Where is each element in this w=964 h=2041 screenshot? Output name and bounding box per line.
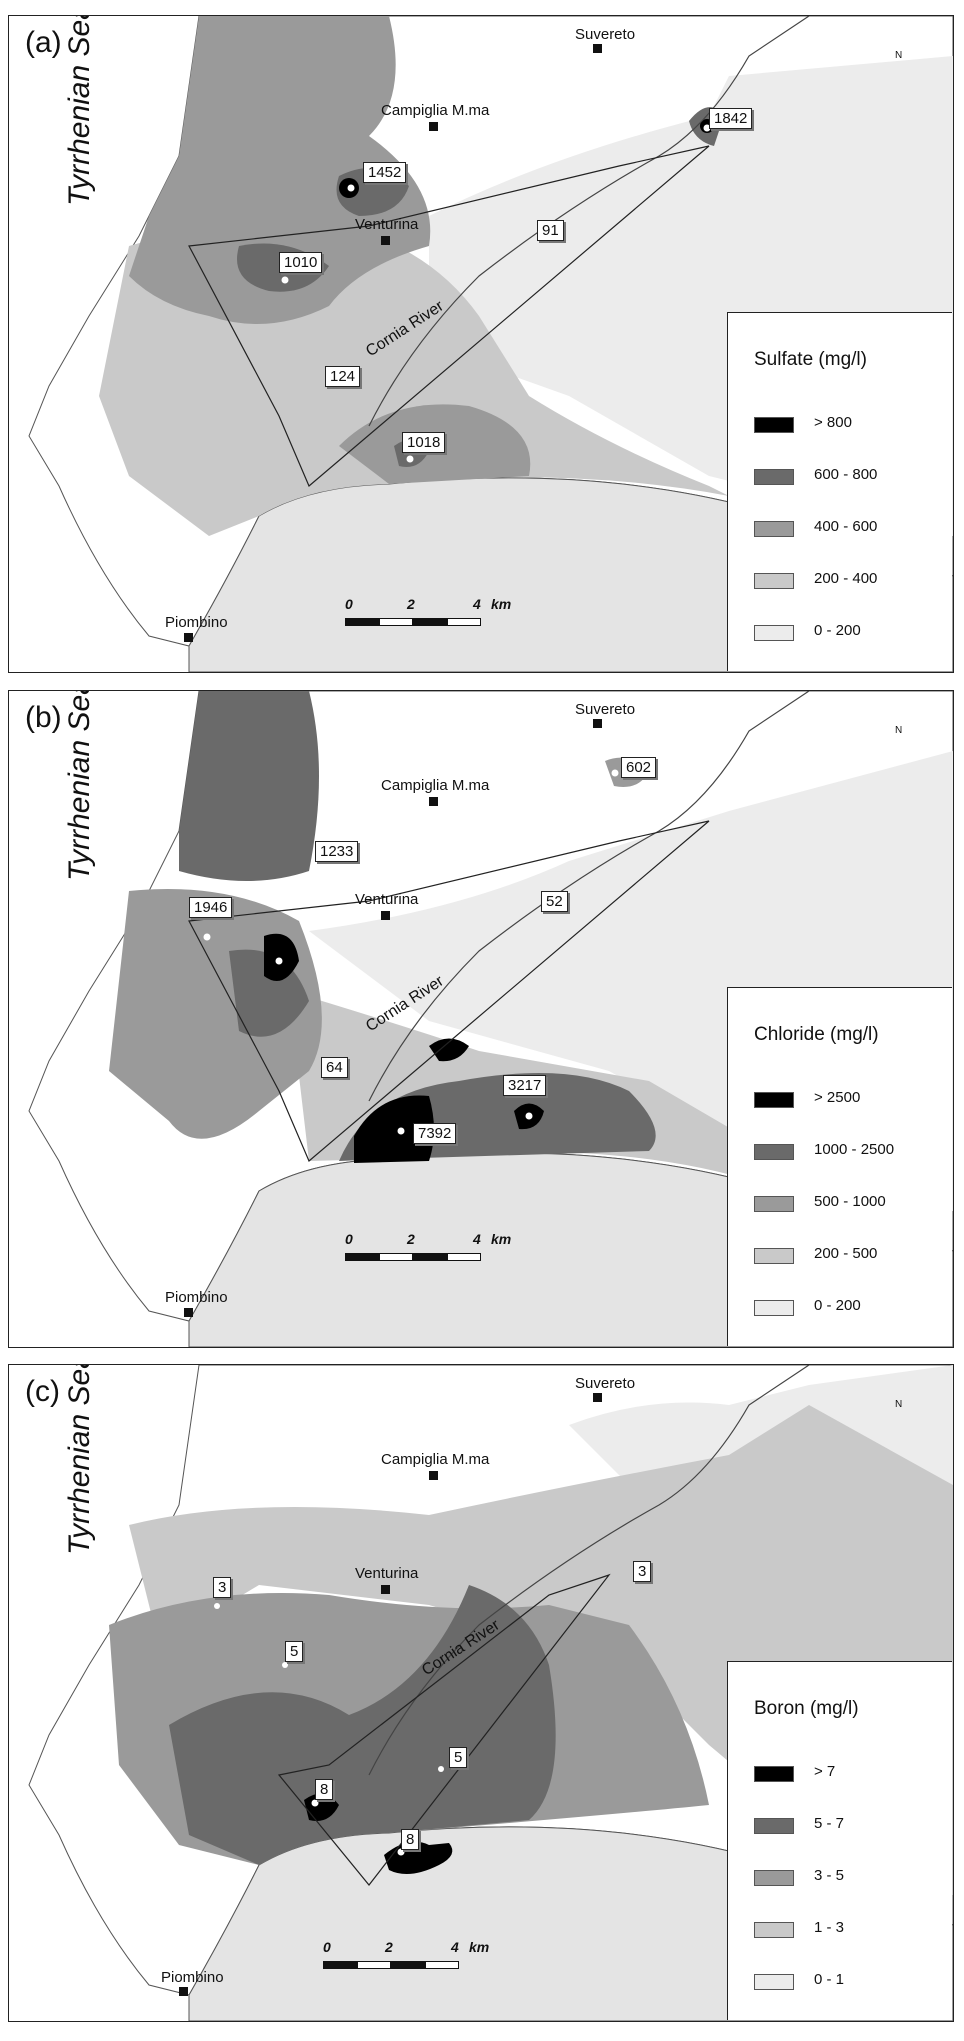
legend-sulfate: Sulfate (mg/l) > 800 600 - 800 400 - 600…	[727, 312, 952, 671]
value-label: 602	[621, 757, 657, 778]
town-label-campiglia: Campiglia M.ma	[381, 1451, 490, 1468]
legend-title: Chloride (mg/l)	[754, 1024, 879, 1045]
north-arrow-icon: N	[895, 50, 903, 61]
value-label: 5	[449, 1747, 468, 1768]
north-arrow-icon: N	[895, 725, 903, 736]
value-label: 52	[541, 891, 568, 912]
town-marker	[381, 236, 390, 245]
legend-title: Sulfate (mg/l)	[754, 349, 867, 370]
value-label: 1452	[363, 162, 407, 183]
town-marker	[593, 1393, 602, 1402]
zone-over-2500-b	[354, 1095, 434, 1163]
town-label-venturina: Venturina	[355, 216, 419, 233]
legend-title: Boron (mg/l)	[754, 1698, 859, 1719]
sulfate-map-graphic	[28, 16, 953, 672]
scale-bar: 0 2 4 km	[345, 1231, 511, 1271]
sea-label: Tyrrhenian Sea	[63, 690, 96, 881]
map-panel-boron: (c) Tyrrhenian Sea Suvereto Campiglia M.…	[8, 1364, 954, 2022]
legend-chloride: Chloride (mg/l) > 2500 1000 - 2500 500 -…	[727, 987, 952, 1346]
town-label-piombino: Piombino	[165, 1289, 228, 1306]
value-label: 5	[285, 1641, 304, 1662]
town-label-campiglia: Campiglia M.ma	[381, 777, 490, 794]
sea-label: Tyrrhenian Sea	[63, 15, 96, 206]
town-label-suvereto: Suvereto	[575, 701, 636, 718]
town-marker	[381, 911, 390, 920]
zone-over-2500-d	[429, 1038, 469, 1062]
value-label: 3217	[503, 1075, 547, 1096]
town-label-suvereto: Suvereto	[575, 26, 636, 43]
value-label: 1946	[189, 897, 233, 918]
town-marker	[593, 719, 602, 728]
north-arrow-icon: N	[895, 1399, 903, 1410]
scale-bar: 0 2 4 km	[345, 596, 511, 636]
zone-1000-2500	[179, 691, 319, 881]
value-label: 1018	[402, 432, 446, 453]
value-label: 64	[321, 1057, 348, 1078]
panel-label: (b)	[25, 701, 62, 734]
town-marker	[381, 1585, 390, 1594]
value-label: 3	[633, 1561, 652, 1582]
town-label-piombino: Piombino	[165, 614, 228, 631]
value-label: 91	[537, 220, 564, 241]
town-marker	[184, 1308, 193, 1317]
town-marker	[429, 797, 438, 806]
value-label: 1842	[709, 108, 753, 129]
scale-bar: 0 2 4 km	[323, 1939, 489, 1979]
panel-label: (c)	[25, 1375, 60, 1408]
zone-400-600	[129, 16, 431, 324]
map-panel-sulfate: (a) Tyrrhenian Sea Suvereto Campiglia M.…	[8, 15, 954, 673]
town-label-venturina: Venturina	[355, 1565, 419, 1582]
value-label: 1233	[315, 841, 359, 862]
value-label: 1010	[279, 252, 323, 273]
cornia-river	[368, 691, 810, 1102]
town-marker	[179, 1987, 188, 1996]
zone-5-7	[169, 1585, 556, 1865]
value-label: 8	[315, 1779, 334, 1800]
town-label-campiglia: Campiglia M.ma	[381, 102, 490, 119]
basin-outline	[188, 145, 710, 487]
zone-over-2500	[264, 933, 299, 981]
town-marker	[593, 44, 602, 53]
town-label-piombino: Piombino	[161, 1969, 224, 1986]
basin-outline	[188, 820, 710, 1162]
value-label: 8	[401, 1829, 420, 1850]
value-label: 3	[213, 1577, 232, 1598]
panel-label: (a)	[25, 26, 62, 59]
town-marker	[429, 1471, 438, 1480]
value-label: 124	[325, 366, 361, 387]
town-label-suvereto: Suvereto	[575, 1375, 636, 1392]
town-label-venturina: Venturina	[355, 891, 419, 908]
cornia-river	[368, 16, 810, 427]
town-marker	[429, 122, 438, 131]
value-label: 7392	[413, 1123, 457, 1144]
basin-outline	[277, 1573, 611, 1886]
sea-label: Tyrrhenian Sea	[63, 1364, 96, 1555]
map-panel-chloride: (b) Tyrrhenian Sea Suvereto Campiglia M.…	[8, 690, 954, 1348]
legend-boron: Boron (mg/l) > 7 5 - 7 3 - 5 1 - 3 0 - 1	[727, 1661, 952, 2020]
town-marker	[184, 633, 193, 642]
